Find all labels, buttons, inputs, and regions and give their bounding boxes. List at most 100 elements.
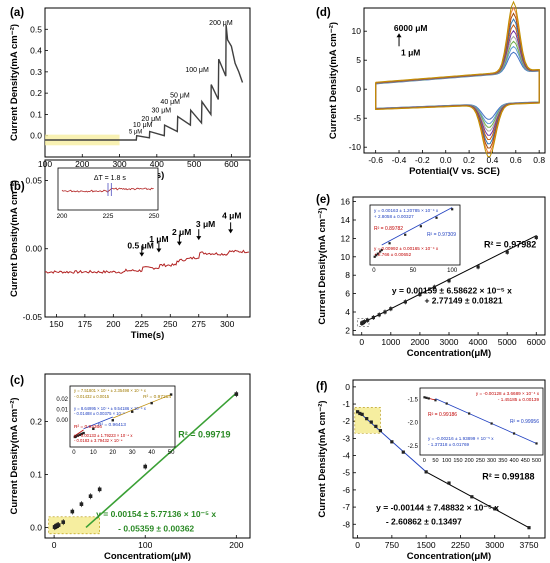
inset-x-tick-label: 500: [532, 458, 541, 464]
step-annotation: 20 μM: [141, 116, 161, 123]
x-tick-label: 0: [52, 540, 57, 550]
inset-equation: + 2.766 ± 0.00652: [374, 252, 412, 257]
x-tick-label: 100: [138, 540, 152, 550]
inset-data-point: [376, 252, 379, 255]
y-tick-label: 0.2: [30, 88, 42, 98]
y-axis-label: Current Density(mA cm⁻²): [317, 400, 328, 517]
x-tick-label: 0.8: [533, 155, 545, 165]
fit-equation: y = 0.00154 ± 5.77136 × 10⁻⁵ x: [96, 509, 216, 519]
inset-equation: + 2.8058 ± 0.00327: [374, 214, 414, 219]
data-point: [527, 526, 531, 530]
inset-x-tick-label: 400: [509, 458, 518, 464]
y-tick-label: 4: [345, 307, 350, 317]
y-tick-label: -7: [342, 502, 350, 512]
x-tick-label: 600: [224, 159, 238, 169]
y-tick-label: 0.1: [30, 470, 42, 480]
x-tick-label: 3000: [440, 337, 459, 347]
panel-label: (c): [10, 375, 24, 387]
x-tick-label: 4000: [469, 337, 488, 347]
inset-data-point: [468, 412, 471, 415]
fit-line: [85, 392, 237, 529]
plot-frame: [363, 7, 546, 154]
zoom-region: [48, 516, 100, 535]
data-point: [403, 300, 407, 304]
data-point: [447, 481, 451, 485]
inset-data-point: [451, 208, 454, 211]
plot-frame: [44, 373, 251, 539]
inset-x-tick-label: 100: [447, 268, 458, 274]
zoom-region: [357, 318, 370, 328]
step-annotation: 10 μM: [133, 122, 153, 129]
r-squared: R² = 0.99719: [178, 429, 230, 439]
data-point: [389, 307, 393, 311]
data-point: [383, 310, 387, 314]
plot-frame: [44, 159, 251, 318]
inset-data-point: [404, 233, 407, 236]
y-tick-label: 10: [352, 26, 362, 36]
x-tick-label: 2250: [451, 540, 470, 550]
x-tick-label: 225: [135, 319, 149, 329]
inset-data-point: [379, 250, 382, 253]
data-point: [369, 420, 373, 424]
y-tick-label: -10: [349, 142, 362, 152]
inset-data-point: [150, 401, 153, 405]
inset-x-tick-label: 50: [432, 458, 438, 464]
cv-curve: [375, 51, 540, 120]
r-squared: R² = 0.99188: [482, 472, 534, 482]
inset-equation: y = 0.00133 ± 1.79223 × 10⁻⁴ x: [74, 433, 133, 438]
data-point: [418, 292, 422, 297]
cv-curve: [375, 45, 540, 125]
y-tick-label: -5: [353, 113, 361, 123]
data-point: [88, 494, 93, 499]
x-tick-label: 1500: [417, 540, 436, 550]
inset-data-point: [388, 242, 391, 245]
inset-x-tick-label: 0: [372, 268, 376, 274]
x-tick-label: 175: [78, 319, 92, 329]
inset-fit-blue: [435, 398, 537, 444]
data-point: [390, 440, 394, 444]
inset-r2: R² = 0.97309: [427, 232, 456, 238]
x-tick-label: 1000: [381, 337, 400, 347]
inset-x-tick-label: 250: [149, 213, 160, 220]
step-annotation: 40 μM: [160, 99, 180, 106]
inset-data-point: [82, 431, 85, 435]
x-axis-label: Concentratiom(μM): [104, 551, 191, 562]
inset-y-tick-label: -1.5: [408, 398, 419, 404]
y-tick-label: 5: [356, 55, 361, 65]
step-annotation: 5 μM: [129, 130, 142, 136]
injection-arrowhead: [176, 241, 182, 246]
y-tick-label: -6: [342, 485, 350, 495]
step-annotation: 2 μM: [172, 227, 191, 237]
y-tick-label: 16: [341, 197, 351, 207]
inset-x-tick-label: 30: [129, 450, 136, 456]
y-axis-label: Current Density(mA cm⁻²): [9, 24, 20, 141]
inset-frame: [369, 204, 461, 266]
y-tick-label: 8: [345, 270, 350, 280]
x-tick-label: 275: [192, 319, 206, 329]
data-point: [476, 265, 480, 269]
x-tick-label: 200: [229, 540, 243, 550]
x-tick-label: 3750: [520, 540, 539, 550]
inset-data-point: [535, 442, 538, 445]
inset-equation: y = 8.64995 × 10⁻⁴ ± 9.54186 × 10⁻⁵ x: [74, 406, 147, 411]
data-point: [534, 235, 538, 240]
data-point: [97, 487, 102, 492]
x-axis-label: Concentration(μM): [407, 348, 491, 359]
inset-data-point: [435, 216, 438, 219]
data-point: [365, 417, 369, 421]
inset-x-tick-label: 0: [423, 458, 426, 464]
injection-arrowhead: [196, 236, 202, 241]
fit-equation: y = -0.00144 ± 7.48832 × 10⁻⁵ x: [376, 503, 499, 513]
x-tick-label: -0.4: [392, 155, 407, 165]
x-tick-label: 5000: [498, 337, 517, 347]
inset-data-point: [490, 422, 493, 425]
step-annotation: 200 μM: [209, 20, 233, 27]
fit-equation: y = 0.00159 ± 6.58622 × 10⁻⁵ x: [392, 286, 512, 296]
data-point: [234, 392, 239, 396]
x-tick-label: 0: [359, 337, 364, 347]
inset-x-tick-label: 50: [168, 450, 175, 456]
data-point: [505, 250, 509, 254]
inset-fit-blue: [381, 207, 453, 246]
inset-fit-orange: [112, 394, 172, 419]
